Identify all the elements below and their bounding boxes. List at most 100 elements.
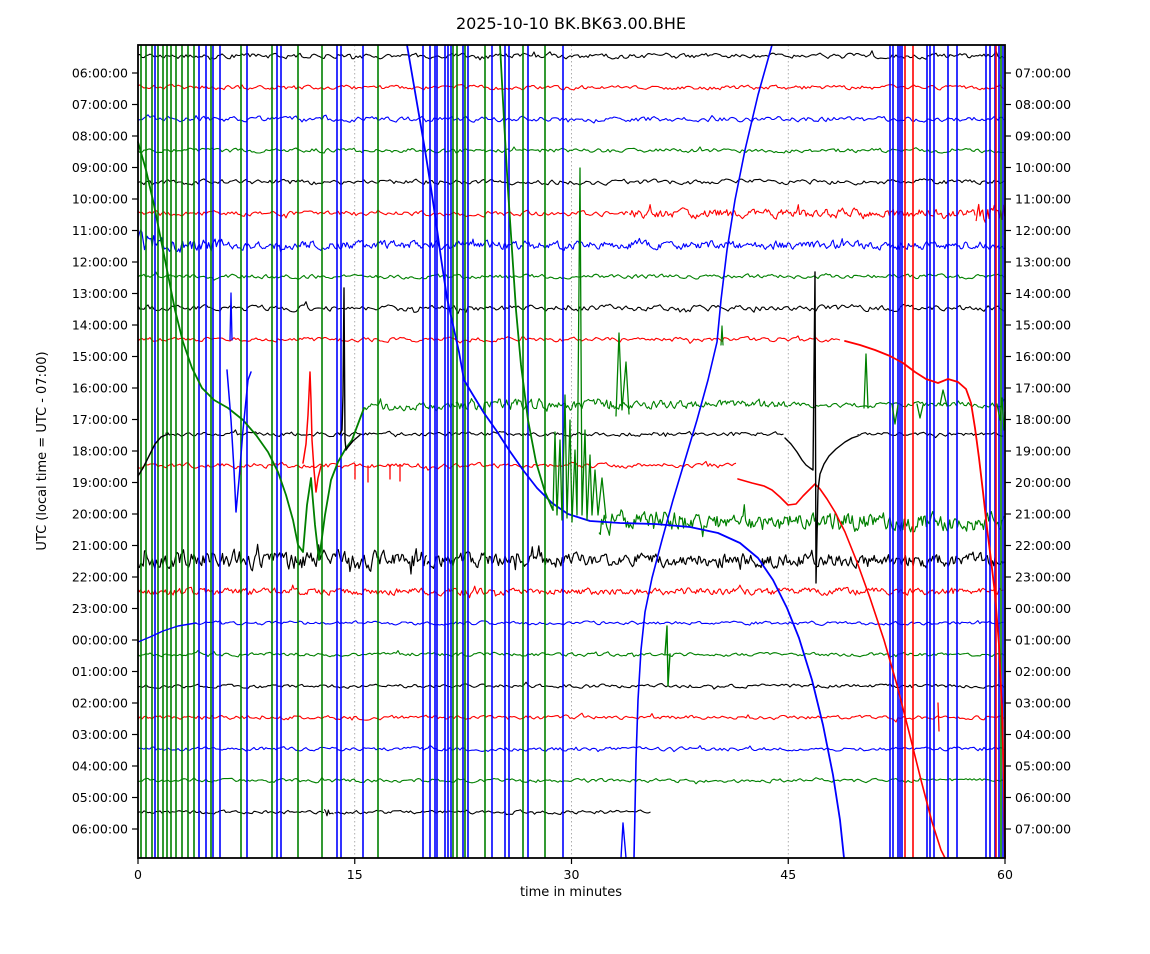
left-tick-label: 05:00:00 <box>72 790 128 805</box>
left-tick-label: 11:00:00 <box>72 223 128 238</box>
red-tick-938-row21 <box>937 702 940 732</box>
right-tick-label: 15:00:00 <box>1015 318 1071 333</box>
right-tick-label: 21:00:00 <box>1015 507 1071 522</box>
trace-row-07-00 <box>137 83 1005 91</box>
trace-row-22-00 <box>426 545 1005 571</box>
right-tick-label: 20:00:00 <box>1015 475 1071 490</box>
x-tick-label: 45 <box>780 867 796 882</box>
left-tick-label: 17:00:00 <box>72 412 128 427</box>
plot-area: 06:00:00 07:00:00 07:00:00 08:00:00 08:00:00… <box>72 44 1071 882</box>
left-tick-label: 12:00:00 <box>72 255 128 270</box>
right-tick-label: 01:00:00 <box>1015 633 1071 648</box>
black-head-18 <box>137 433 169 477</box>
right-tick-label: 04:00:00 <box>1015 727 1071 742</box>
right-tick-label: 11:00:00 <box>1015 192 1071 207</box>
red-tick-1002-row21 <box>1001 703 1004 730</box>
x-tick-label: 15 <box>347 867 363 882</box>
green-spike-620 <box>615 332 630 417</box>
trace-row-17-00 <box>788 398 1005 409</box>
right-tick-label: 08:00:00 <box>1015 97 1071 112</box>
trace-row-14-00 <box>137 301 1005 315</box>
blue-vee-237 <box>226 369 252 513</box>
left-tick-label: 21:00:00 <box>72 538 128 553</box>
red-plunge-tail-15 <box>844 340 1006 859</box>
x-tick-label: 60 <box>997 867 1013 882</box>
blue-blip-625 <box>620 822 627 859</box>
left-tick-label: 14:00:00 <box>72 318 128 333</box>
green-dip-895 <box>891 403 899 425</box>
right-tick-label: 06:00:00 <box>1015 790 1071 805</box>
x-axis-label: time in minutes <box>520 885 622 900</box>
left-tick-label: 02:00:00 <box>72 696 128 711</box>
right-tick-label: 14:00:00 <box>1015 286 1071 301</box>
right-tick-label: 03:00:00 <box>1015 696 1071 711</box>
trace-row-21-00 <box>686 504 1005 538</box>
left-tick-label: 13:00:00 <box>72 286 128 301</box>
trace-row-06-00 <box>323 809 334 817</box>
green-dip-920 <box>916 403 924 419</box>
right-tick-label: 17:00:00 <box>1015 381 1071 396</box>
blue-drift-curve-s-shape <box>406 44 845 859</box>
right-tick-label: 07:00:00 <box>1015 822 1071 837</box>
right-tick-label: 18:00:00 <box>1015 412 1071 427</box>
trace-row-12-00 <box>154 237 225 253</box>
left-tick-label: 18:00:00 <box>72 444 128 459</box>
left-tick-label: 10:00:00 <box>72 192 128 207</box>
trace-row-00-00 <box>195 620 1004 627</box>
left-tick-label: 06:00:00 <box>72 822 128 837</box>
left-tick-label: 04:00:00 <box>72 759 128 774</box>
right-tick-label: 02:00:00 <box>1015 664 1071 679</box>
trace-row-02-00 <box>137 681 1005 690</box>
trace-row-09-00 <box>137 146 1004 154</box>
left-tick-label: 15:00:00 <box>72 349 128 364</box>
left-tick-label: 06:00:00 <box>72 66 128 81</box>
x-tick-label: 0 <box>134 867 142 882</box>
left-tick-label: 22:00:00 <box>72 570 128 585</box>
trace-row-06-00 <box>137 809 325 815</box>
blue-spikelet-232 <box>229 292 233 341</box>
black-spike-817 <box>784 271 859 584</box>
blue-drift-curve-left-lean <box>633 44 773 859</box>
trace-row-01-00 <box>137 649 1005 658</box>
trace-row-18-00 <box>165 429 784 438</box>
green-recovery-head-21 <box>499 44 554 511</box>
trace-row-10-00 <box>137 178 1005 186</box>
green-spike-867 <box>863 353 869 409</box>
right-tick-label: 13:00:00 <box>1015 255 1071 270</box>
trace-row-08-00 <box>137 114 1005 124</box>
left-tick-label: 03:00:00 <box>72 727 128 742</box>
trace-row-05-00 <box>137 776 1005 785</box>
red-plunge-tail-19 <box>737 478 946 859</box>
trace-row-06-00 <box>137 50 1005 61</box>
right-tick-label: 09:00:00 <box>1015 129 1071 144</box>
green-spike-723 <box>720 325 724 346</box>
right-tick-label: 10:00:00 <box>1015 160 1071 175</box>
left-tick-label: 16:00:00 <box>72 381 128 396</box>
trace-row-15-00 <box>137 335 841 344</box>
trace-row-12-00 <box>224 237 1005 253</box>
y-axis-label: UTC (local time = UTC - 07:00) <box>35 351 50 550</box>
right-tick-label: 00:00:00 <box>1015 601 1071 616</box>
green-spike-943 <box>939 389 948 407</box>
left-tick-label: 00:00:00 <box>72 633 128 648</box>
left-tick-label: 01:00:00 <box>72 664 128 679</box>
trace-row-03-00 <box>137 712 1005 723</box>
left-tick-label: 09:00:00 <box>72 160 128 175</box>
figure-title: 2025-10-10 BK.BK63.00.BHE <box>456 14 686 33</box>
left-tick-label: 08:00:00 <box>72 129 128 144</box>
right-tick-label: 05:00:00 <box>1015 759 1071 774</box>
trace-row-11-00 <box>628 204 976 220</box>
right-tick-label: 23:00:00 <box>1015 570 1071 585</box>
left-tick-label: 07:00:00 <box>72 97 128 112</box>
right-tick-label: 22:00:00 <box>1015 538 1071 553</box>
trace-row-21-00 <box>598 509 687 536</box>
black-spike-345 <box>339 287 361 451</box>
trace-row-13-00 <box>137 271 1005 281</box>
right-tick-label: 19:00:00 <box>1015 444 1071 459</box>
trace-row-23-00 <box>137 584 1004 599</box>
trace-row-04-00 <box>137 744 1005 753</box>
left-tick-label: 23:00:00 <box>72 601 128 616</box>
left-tick-label: 20:00:00 <box>72 507 128 522</box>
right-tick-label: 16:00:00 <box>1015 349 1071 364</box>
